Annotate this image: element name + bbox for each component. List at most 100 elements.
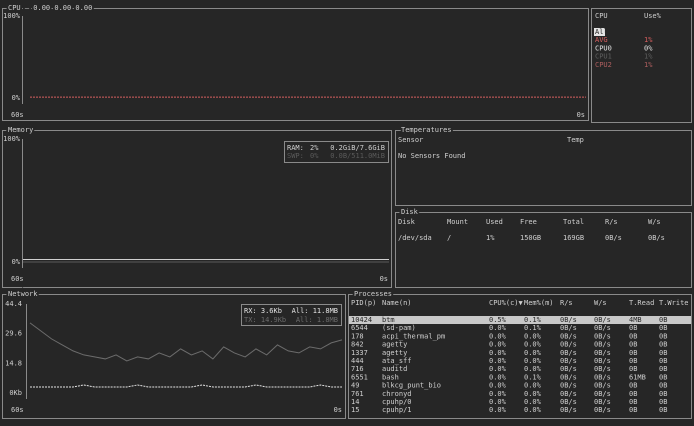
cell: 0.0% [489, 365, 507, 373]
cell: 0B [629, 349, 637, 357]
cell: 0B/s [560, 390, 577, 398]
cpu-name: CPU2 [595, 61, 612, 69]
cell: 761 [351, 390, 364, 398]
cell: 0.5% [489, 316, 507, 324]
legend-percent: 0% [310, 152, 319, 160]
x-tick-label: 0s [334, 406, 342, 414]
cell: 0B [659, 341, 667, 349]
cell: 0B/s [594, 341, 611, 349]
cell: 0.0% [489, 349, 507, 357]
y-tick-label: 29.6 [5, 330, 22, 338]
cell: 0B/s [594, 349, 611, 357]
cell: 0B [659, 382, 667, 390]
cell: 169GB [563, 234, 584, 242]
cell: 0B [629, 365, 637, 373]
network-line [29, 322, 343, 362]
column-header: T.Read [629, 299, 654, 307]
column-header: W/s [594, 299, 607, 307]
panel-title: Disk [401, 208, 419, 216]
column-header: Disk [398, 218, 416, 226]
cell: 0.0% [524, 341, 542, 349]
legend-name: TX: 14.9Kb [244, 316, 286, 324]
cell: 0B [629, 324, 637, 332]
cell: 0B [629, 398, 637, 406]
legend-label: SWP: [287, 152, 304, 160]
cell: 0B/s [594, 324, 611, 332]
cell: 6551 [351, 373, 368, 381]
cell: 15 [351, 406, 359, 414]
cell: (sd-pam) [382, 324, 416, 332]
column-header: Temp [567, 136, 584, 144]
cell: 14 [351, 398, 359, 406]
network-panel [2, 294, 346, 419]
cell: 0B/s [560, 316, 577, 324]
y-tick-label: 44.4 [5, 300, 22, 308]
cell: cpuhp/0 [382, 398, 412, 406]
column-header: T.Write [659, 299, 689, 307]
cell: 0B/s [594, 332, 611, 340]
cell: 0.0% [489, 406, 507, 414]
cell: 0.1% [524, 324, 542, 332]
legend-percent: 2% [310, 144, 319, 152]
cell: 1337 [351, 349, 368, 357]
cell: 0B/s [594, 382, 611, 390]
cell: 0B [629, 341, 637, 349]
cell: 0B/s [594, 373, 611, 381]
cell: 0.0% [524, 349, 542, 357]
cell: 0.0% [524, 406, 542, 414]
column-header: Name(n) [382, 299, 412, 307]
cell: 0.0% [524, 390, 542, 398]
panel-title: Memory [8, 126, 33, 134]
cpu-use: 1% [644, 53, 653, 61]
cell: 0B [659, 373, 667, 381]
cell: 0B [659, 357, 667, 365]
cell: 0.0% [524, 398, 542, 406]
cell: 61MB [629, 373, 646, 381]
legend-header: Use% [644, 12, 662, 20]
cell: 0B [659, 390, 667, 398]
column-header: R/s [560, 299, 573, 307]
cpu-panel [2, 8, 589, 121]
cpu-name: CPU1 [595, 53, 612, 61]
cell: 716 [351, 365, 364, 373]
cell: 0B/s [594, 357, 611, 365]
cell: agetty [382, 341, 407, 349]
cell: 0B [659, 365, 667, 373]
cell: 0.0% [524, 357, 542, 365]
x-tick-label: 60s [11, 275, 24, 283]
panel-title: CPU — 0.00 0.00 0.00 [8, 4, 92, 12]
memory-panel [2, 130, 392, 288]
cell: 0.0% [489, 382, 507, 390]
cell: cpuhp/1 [382, 406, 412, 414]
cell: 0.1% [524, 373, 542, 381]
cell: 0B/s [560, 373, 577, 381]
cpu-name: CPU0 [595, 44, 612, 52]
cell: 0B/s [560, 382, 577, 390]
cell: 0B/s [560, 324, 577, 332]
cpu-legend-panel [591, 8, 692, 123]
column-header: Used [486, 218, 503, 226]
cell: 0B [659, 349, 667, 357]
cpu-use: 0% [644, 44, 653, 52]
column-header: R/s [605, 218, 618, 226]
cell: 0B [659, 332, 667, 340]
legend-label: RAM: [287, 144, 304, 152]
message: No Sensors Found [398, 152, 465, 160]
cell: 0B/s [560, 398, 577, 406]
y-tick-label: 0% [12, 258, 21, 266]
x-tick-label: 60s [11, 406, 24, 414]
x-tick-label: 0s [380, 275, 388, 283]
cell: 0.0% [524, 382, 542, 390]
cell: 0B [659, 398, 667, 406]
y-tick-label: 100% [3, 12, 21, 20]
cell: 0.0% [489, 324, 507, 332]
cell: 0B [629, 332, 637, 340]
cell: ata_sff [382, 357, 412, 365]
cell: 0B/s [594, 406, 611, 414]
y-tick-label: 0Kb [9, 389, 22, 397]
column-header: Mount [447, 218, 468, 226]
column-header: Total [563, 218, 584, 226]
column-header: CPU%(c)▼ [489, 299, 524, 307]
legend-total: All: 1.8MB [296, 316, 338, 324]
